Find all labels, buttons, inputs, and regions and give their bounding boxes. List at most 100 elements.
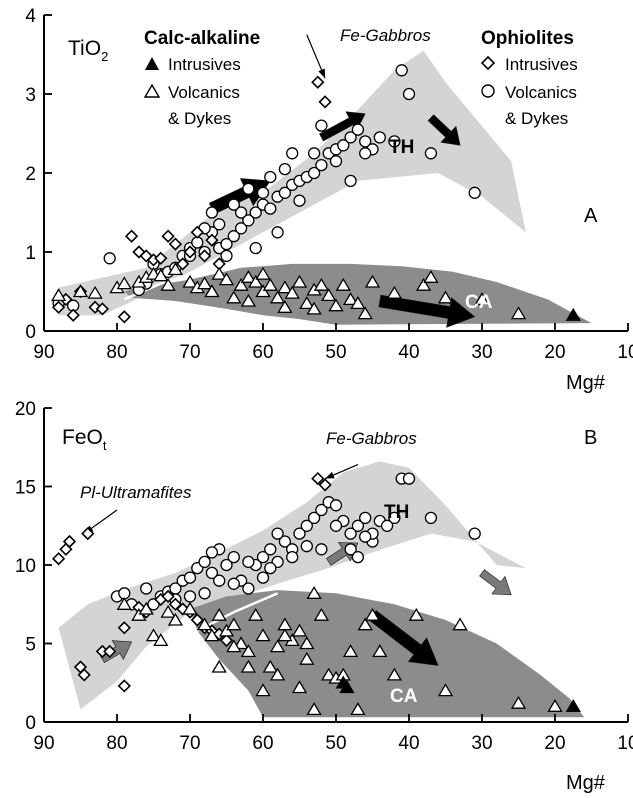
axes-a: 90 80 70 60 50 40 30 20 10 0 1 2 3 4 [25,6,633,363]
data-point-open-circle [234,222,248,235]
data-point-open-triangle [211,607,227,621]
data-point-open-triangle [291,623,308,637]
data-point-open-diamond [318,478,332,492]
data-point-open-triangle [248,607,264,621]
data-point-open-circle [315,503,328,517]
data-point-open-diamond [66,308,80,322]
x-tick-label: 90 [33,342,54,363]
legend-label-calc-intrusives: Intrusives [168,55,241,74]
data-point-open-diamond [190,225,204,239]
data-point-open-circle [329,155,343,168]
chart-panel-a: 90 80 70 60 50 40 30 20 10 0 1 2 3 4 TiO2 Mg# A Calc-… [25,6,633,394]
x-tick-label: 90 [33,733,54,754]
data-point-open-diamond [103,644,117,659]
data-point-open-diamond [318,95,332,109]
legend: Calc-alkaline Intrusives Volcanics & Dyk… [143,28,578,128]
data-point-open-circle [140,582,153,595]
trend-arrow [427,114,461,146]
data-point-open-triangle [240,659,257,673]
composition-fields-b [58,461,585,718]
data-point-open-circle [213,218,226,231]
x-tick-label: 10 [617,342,633,363]
data-point-open-circle [183,590,197,603]
x-tick-label: 40 [398,342,419,363]
data-point-open-triangle [182,274,198,288]
y-axis-label-b: FeOt [62,426,107,453]
data-point-open-circle [183,571,197,584]
data-point-open-circle [271,527,284,540]
data-point-open-diamond [117,621,131,635]
data-point-open-triangle [306,586,322,599]
y-tick-label: 5 [25,635,36,656]
annotation-fe-gabbros-b: Fe-Gabbros [326,429,417,448]
data-point-open-circle [402,87,416,101]
data-point-open-circle [227,230,240,243]
data-point-open-circle [227,198,240,211]
x-tick-label: 80 [106,733,127,754]
data-point-open-triangle [299,636,315,650]
data-point-open-circle [242,214,255,227]
data-point-open-triangle [211,266,227,280]
data-point-open-triangle [423,270,439,283]
x-tick-label: 20 [544,342,565,363]
y-tick-label: 3 [25,85,36,106]
legend-label-oph-intrusives: Intrusives [505,55,578,74]
data-point-open-circle [293,194,306,207]
data-point-open-triangle [153,633,169,647]
data-point-open-circle [205,546,219,559]
data-point-open-triangle [160,277,176,291]
data-point-open-diamond [117,310,131,324]
data-point-open-circle [220,558,233,572]
data-point-open-diamond [77,668,91,682]
data-point-open-circle [359,147,372,160]
x-tick-label: 50 [325,342,346,363]
data-point-open-circle [205,206,219,219]
field-boundary-line [196,592,279,633]
data-point-open-circle [103,252,116,265]
data-point-open-triangle [167,612,184,626]
x-tick-label: 50 [325,733,346,754]
data-point-open-circle [264,202,277,215]
data-point-open-circle [300,540,313,553]
data-point-open-circle [402,472,416,485]
data-point-open-circle [359,530,372,543]
data-point-open-circle [468,186,481,199]
data-point-open-triangle [240,293,257,307]
callout-arrowhead [318,68,326,79]
data-point-open-circle [380,519,394,532]
data-point-open-triangle [240,644,257,658]
data-point-open-circle [271,226,284,239]
data-point-open-circle [300,519,313,532]
y-tick-label: 2 [25,164,36,185]
data-point-open-circle [388,135,401,148]
x-tick-label: 60 [252,733,273,754]
data-point-open-circle [278,162,292,176]
x-tick-label: 30 [471,733,492,754]
data-point-open-triangle [269,639,286,653]
legend-label-oph-volcanics: Volcanics [505,83,577,102]
data-point-open-circle [220,237,233,251]
data-point-open-diamond [168,237,183,251]
data-point-open-circle [351,550,365,564]
x-tick-label: 70 [179,342,200,363]
callout-arrowhead [325,471,335,479]
data-point-open-triangle [218,623,235,637]
data-point-open-triangle [415,277,432,291]
data-point-open-diamond [51,552,66,566]
data-point-open-triangle [342,644,359,658]
data-point-open-diamond [161,589,175,604]
trend-arrow [368,610,439,666]
data-point-open-circle [329,499,343,512]
data-point-open-circle [278,186,292,199]
data-point-open-triangle [364,607,381,621]
data-point-open-triangle [313,277,330,291]
data-point-open-triangle [167,262,184,276]
field-th-area [58,461,526,710]
data-points-b [51,471,581,716]
data-point-open-triangle [306,702,322,716]
data-point-open-circle [307,147,321,160]
data-points-a [50,64,581,324]
data-point-open-circle [395,64,408,77]
data-point-open-diamond [190,613,204,627]
